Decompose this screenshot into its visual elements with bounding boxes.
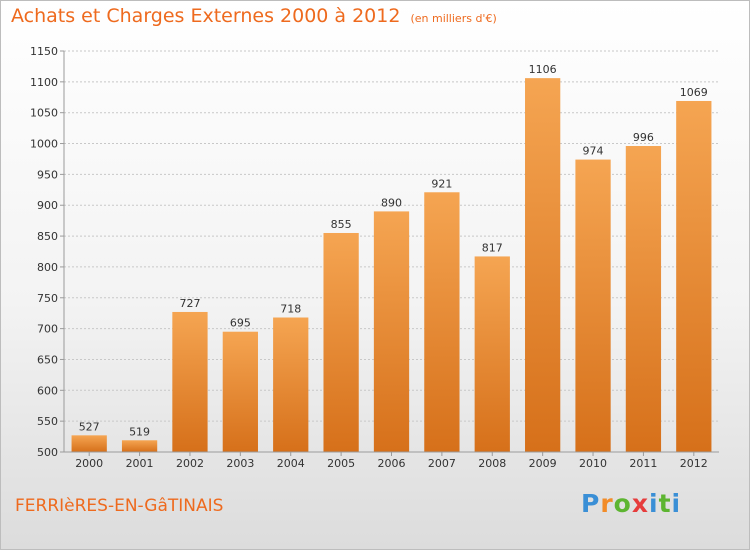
x-tick-label-2005: 2005 <box>327 457 355 470</box>
bar-2003 <box>222 331 258 452</box>
x-tick-label-2011: 2011 <box>629 457 657 470</box>
x-tick-label-2001: 2001 <box>126 457 154 470</box>
x-tick-label-2012: 2012 <box>680 457 708 470</box>
value-label-2012: 1069 <box>680 86 708 99</box>
x-tick-label-2002: 2002 <box>176 457 204 470</box>
y-tick-label-700: 700 <box>37 323 58 336</box>
value-label-2001: 519 <box>129 425 150 438</box>
bar-2006 <box>373 211 410 452</box>
y-tick-labels: 500 550 600 650 700 750 800 850 900 950 1000 1050 11… <box>30 45 64 459</box>
value-label-2006: 890 <box>381 196 402 209</box>
value-label-2004: 718 <box>280 303 301 316</box>
y-tick-label-850: 850 <box>37 230 58 243</box>
bar-2010 <box>575 159 611 452</box>
x-tick-label-2010: 2010 <box>579 457 607 470</box>
x-tick-label-2004: 2004 <box>277 457 305 470</box>
x-tick-labels: 2000 2001 2002 2003 2004 2005 2006 2007 2008 2009… <box>75 452 708 470</box>
bar-2009 <box>525 78 561 452</box>
value-labels: 527 519 727 695 718 855 890 921 817 1106 974 996 106… <box>79 63 708 438</box>
x-tick-label-2008: 2008 <box>478 457 506 470</box>
commune-name: FERRIèRES-EN-GâTINAIS <box>15 496 224 516</box>
bar-2001 <box>121 440 158 452</box>
y-tick-label-950: 950 <box>37 168 58 181</box>
proxiti-logo: Proxiti <box>581 489 681 518</box>
chart-title: Achats et Charges Externes 2000 à 2012 (e… <box>11 5 497 27</box>
bar-2005 <box>323 232 359 452</box>
bars <box>71 78 712 453</box>
y-tick-label-1000: 1000 <box>30 138 58 151</box>
y-tick-label-1100: 1100 <box>30 76 58 89</box>
bar-2012 <box>676 100 712 453</box>
value-label-2007: 921 <box>431 177 452 190</box>
y-tick-label-900: 900 <box>37 199 58 212</box>
value-label-2002: 727 <box>179 297 200 310</box>
y-tick-label-750: 750 <box>37 292 58 305</box>
unit-note: (en milliers d'€) <box>410 12 497 25</box>
x-tick-label-2000: 2000 <box>75 457 103 470</box>
logo-letter: r <box>600 489 614 518</box>
value-label-2010: 974 <box>583 145 604 158</box>
value-label-2003: 695 <box>230 317 251 330</box>
bar-2011 <box>625 146 662 452</box>
x-tick-label-2007: 2007 <box>428 457 456 470</box>
logo-letter: P <box>581 489 601 518</box>
chart-title-text: Achats et Charges Externes 2000 à 2012 <box>11 5 401 27</box>
value-label-2011: 996 <box>633 131 654 144</box>
logo-letter: i <box>649 489 659 518</box>
value-label-2000: 527 <box>79 420 100 433</box>
value-label-2009: 1106 <box>529 63 557 76</box>
x-tick-label-2009: 2009 <box>529 457 557 470</box>
y-tick-label-800: 800 <box>37 261 58 274</box>
x-tick-label-2006: 2006 <box>378 457 406 470</box>
y-tick-label-1150: 1150 <box>30 45 58 58</box>
y-tick-label-550: 550 <box>37 415 58 428</box>
logo-letter: o <box>613 489 632 518</box>
logo-letter: t <box>658 489 672 518</box>
bar-2004 <box>273 317 309 452</box>
bar-2008 <box>474 256 510 452</box>
logo-letter: x <box>631 489 649 518</box>
value-label-2008: 817 <box>482 241 503 254</box>
y-tick-label-1050: 1050 <box>30 107 58 120</box>
value-label-2005: 855 <box>331 218 352 231</box>
y-tick-label-650: 650 <box>37 353 58 366</box>
bar-2007 <box>424 192 460 452</box>
y-tick-label-600: 600 <box>37 384 58 397</box>
logo-letter: i <box>671 489 682 518</box>
x-tick-label-2003: 2003 <box>226 457 254 470</box>
bar-2002 <box>172 311 208 452</box>
bar-2000 <box>71 435 107 452</box>
y-tick-label-500: 500 <box>37 446 58 459</box>
